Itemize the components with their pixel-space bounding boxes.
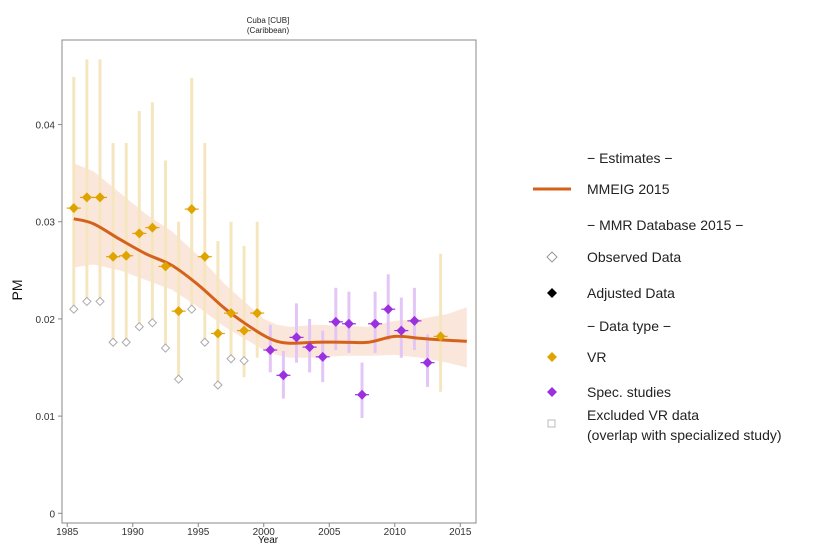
vr-point	[186, 204, 197, 215]
legend-excluded-label-2: (overlap with specialized study)	[587, 427, 782, 443]
y-axis-label: PM	[9, 280, 25, 301]
chart-title: Cuba [CUB]	[247, 16, 290, 25]
spec-point	[265, 345, 276, 356]
observed-point	[108, 337, 118, 347]
vr-point	[108, 251, 119, 262]
legend-vr-label: VR	[587, 349, 606, 365]
observed-point	[95, 296, 105, 307]
observed-point	[186, 304, 197, 314]
x-tick-label: 1995	[187, 527, 210, 538]
vr-point	[134, 228, 145, 239]
vr-points	[66, 192, 448, 342]
vr-point	[121, 250, 132, 261]
legend-excluded-icon	[547, 419, 556, 428]
vr-point	[147, 222, 158, 233]
observed-point	[160, 343, 171, 353]
spec-point	[357, 389, 368, 400]
x-tick-label: 1990	[122, 527, 145, 538]
observed-point	[239, 355, 249, 366]
x-tick-label: 2010	[384, 527, 407, 538]
vr-point	[81, 192, 92, 203]
legend: − Estimates − MMEIG 2015 − MMR Database …	[533, 150, 782, 443]
x-tick-label: 2005	[318, 527, 341, 538]
vr-point	[435, 331, 446, 342]
vr-point	[239, 325, 250, 336]
y-tick-label: 0	[49, 509, 55, 520]
spec-point	[370, 318, 381, 329]
spec-point	[304, 342, 315, 353]
vr-point	[199, 251, 210, 262]
vr-point	[68, 203, 79, 214]
spec-point	[422, 357, 433, 368]
spec-point	[409, 315, 420, 326]
observed-point	[121, 337, 131, 347]
y-axis-ticks: 0 0.01 0.02 0.03 0.04	[36, 121, 62, 520]
vr-point	[252, 308, 263, 319]
vr-point	[160, 261, 171, 272]
vr-point	[226, 308, 237, 319]
legend-estimates-header: − Estimates −	[587, 150, 673, 166]
observed-point	[200, 337, 210, 347]
estimate-line-path	[73, 217, 467, 345]
x-tick-label: 1985	[56, 527, 79, 538]
vr-point	[212, 328, 223, 339]
spec-point	[396, 325, 407, 336]
estimate-line	[73, 217, 467, 345]
legend-spec-icon	[547, 387, 557, 397]
spec-point	[317, 351, 328, 362]
vr-point	[94, 192, 105, 203]
x-tick-label: 2015	[449, 527, 472, 538]
y-tick-label: 0.02	[36, 315, 56, 326]
legend-datatype-header: − Data type −	[587, 318, 671, 334]
observed-point	[213, 380, 223, 390]
observed-point	[82, 296, 92, 307]
plot-frame	[61, 39, 477, 524]
spec-point	[291, 332, 302, 343]
spec-point	[278, 370, 289, 381]
x-axis-ticks: 1985 1990 1995 2000 2005 2010 2015	[56, 523, 472, 538]
x-tick-label: 2000	[253, 527, 276, 538]
observed-points	[69, 296, 249, 390]
x-axis-label: Year	[258, 535, 279, 543]
legend-mmeig-label: MMEIG 2015	[587, 181, 670, 197]
vr-point	[173, 306, 184, 317]
chart-subtitle: (Caribbean)	[247, 26, 290, 35]
legend-adjusted-icon	[547, 288, 557, 298]
spec-points	[263, 304, 435, 400]
legend-vr-icon	[547, 352, 557, 362]
observed-point	[134, 321, 145, 332]
legend-excluded-label-1: Excluded VR data	[587, 407, 699, 423]
observed-point	[173, 374, 184, 384]
legend-spec-label: Spec. studies	[587, 384, 671, 400]
y-tick-label: 0.01	[36, 412, 56, 423]
spec-point	[343, 318, 354, 329]
legend-observed-icon	[546, 251, 558, 263]
legend-adjusted-label: Adjusted Data	[587, 285, 675, 301]
y-tick-label: 0.03	[36, 218, 56, 229]
legend-database-header: − MMR Database 2015 −	[587, 217, 743, 233]
spec-point	[330, 316, 341, 327]
observed-point	[69, 304, 79, 314]
legend-observed-label: Observed Data	[587, 249, 681, 265]
observed-point	[226, 354, 236, 364]
observed-point	[147, 318, 158, 328]
spec-point	[383, 304, 394, 315]
y-tick-label: 0.04	[36, 121, 56, 132]
